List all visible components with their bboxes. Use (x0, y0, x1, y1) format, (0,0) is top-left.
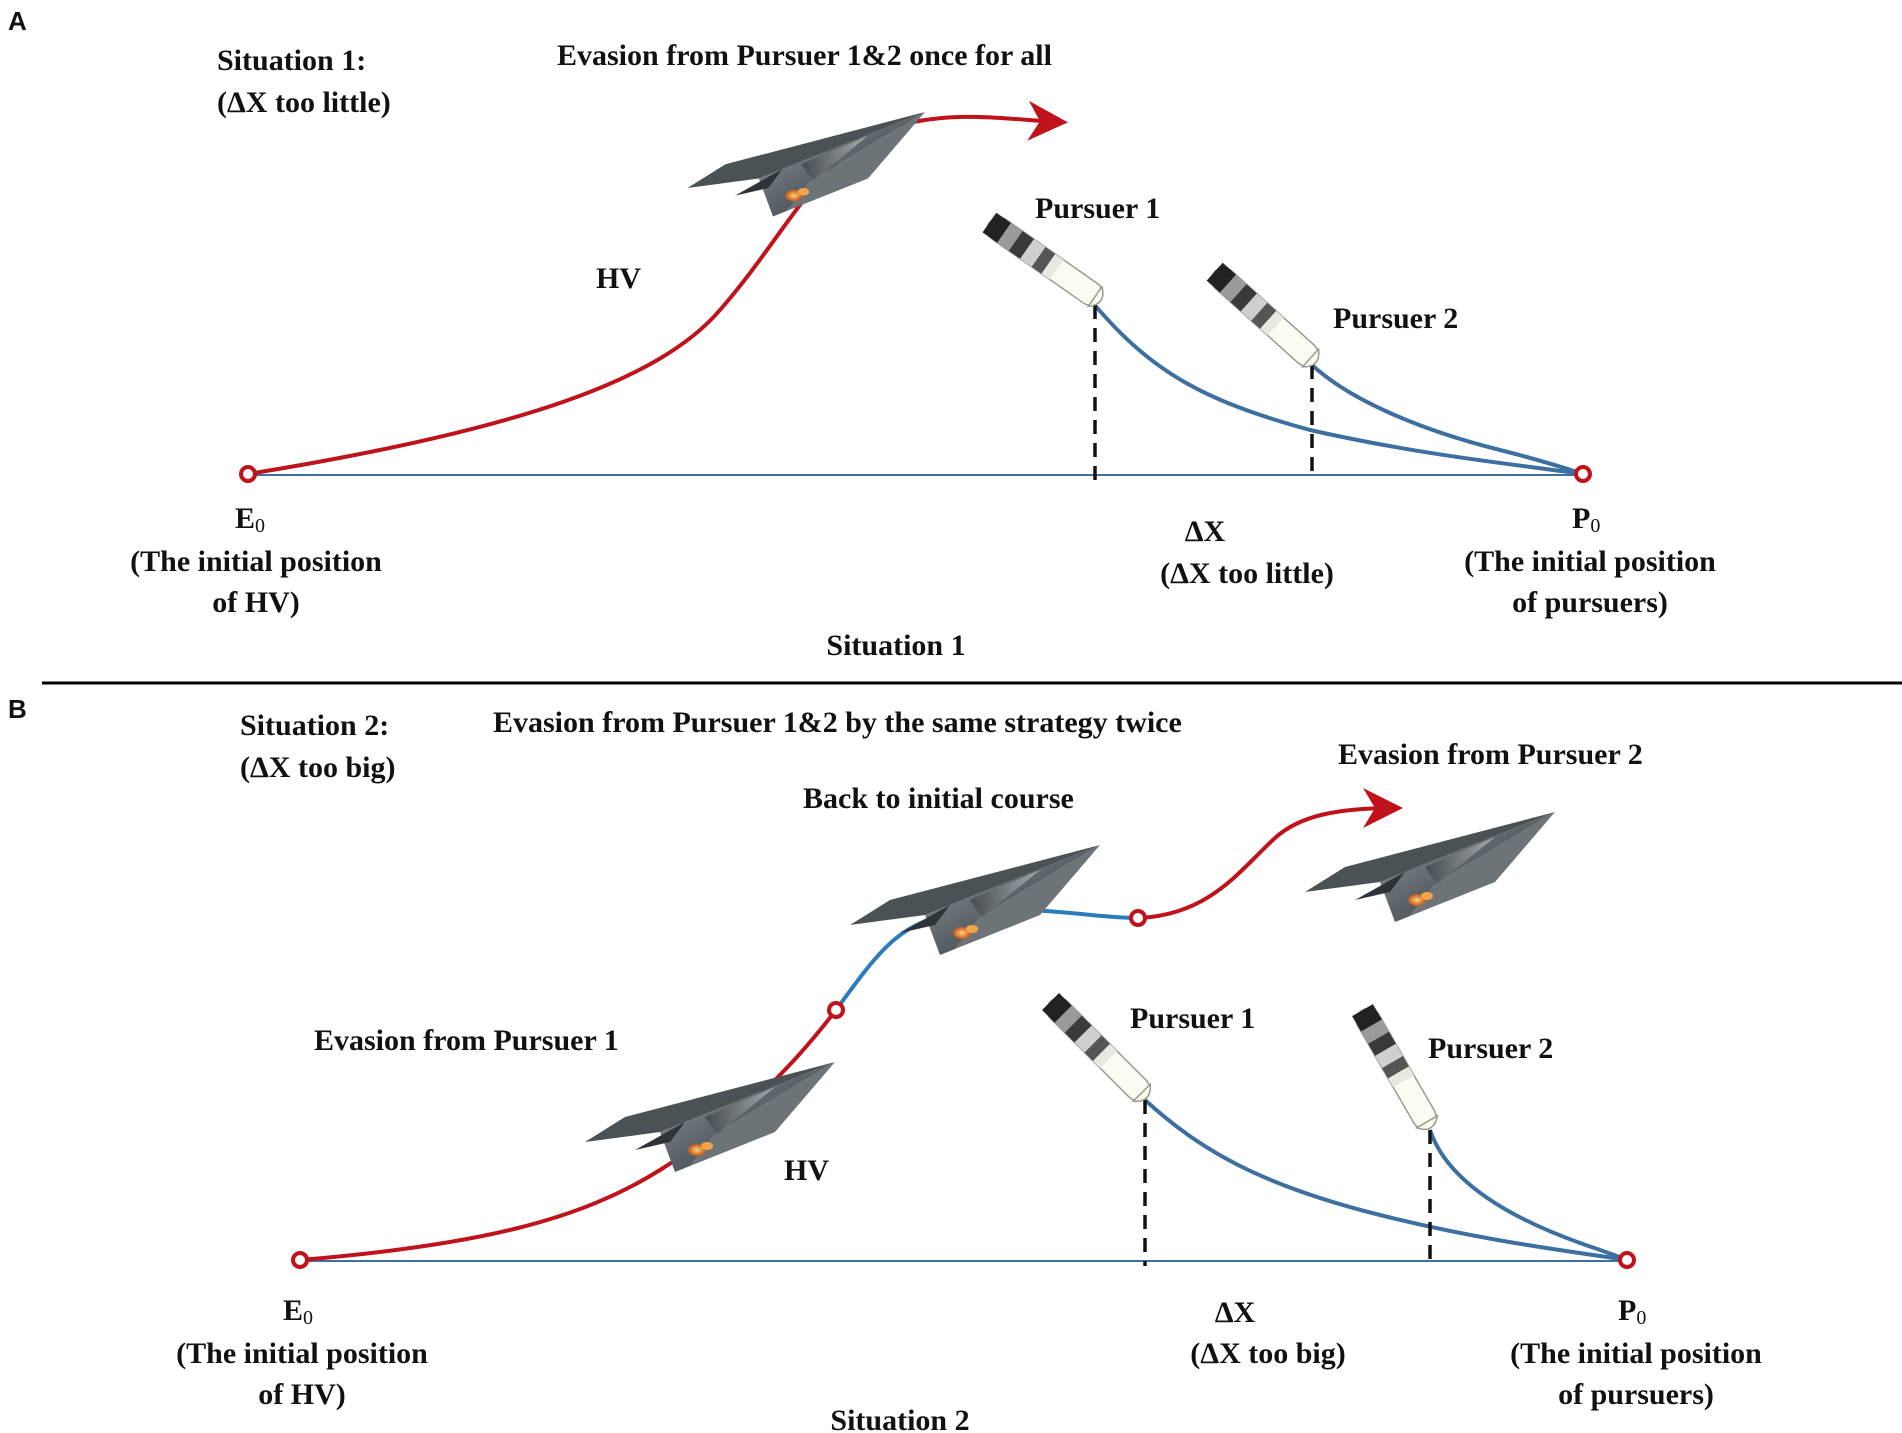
panel-b-dx-label: ΔX (1215, 1296, 1256, 1329)
panel-a-p0-desc-2: of pursuers) (1512, 586, 1668, 619)
panel-b-back-label: Back to initial course (803, 782, 1074, 815)
panel-a-p0-label: P0 (1572, 502, 1600, 537)
panel-b-p0-desc-1: (The initial position (1510, 1337, 1762, 1370)
panel-a-title: Evasion from Pursuer 1&2 once for all (557, 39, 1052, 72)
panel-a-situation-condition: (ΔX too little) (217, 86, 391, 119)
panel-a-hv-trajectory (247, 100, 1068, 476)
panel-a-caption: Situation 1 (826, 629, 965, 662)
panel-b-caption: Situation 2 (830, 1404, 969, 1433)
panel-b-evasion1-label: Evasion from Pursuer 1 (314, 1024, 619, 1057)
panel-b-letter: B (8, 694, 27, 724)
panel-a-p0-desc-1: (The initial position (1464, 545, 1716, 578)
panel-a-situation-heading: Situation 1: (217, 44, 366, 77)
panel-b-hv-label: HV (784, 1154, 829, 1187)
panel-b-evasion2-label: Evasion from Pursuer 2 (1338, 738, 1643, 771)
panel-a-pursuer2-label: Pursuer 2 (1333, 302, 1458, 335)
panel-a-dx-desc: (ΔX too little) (1160, 557, 1334, 590)
panel-b-hv-jet-icon-3 (1305, 812, 1555, 922)
panel-a-hv-label: HV (596, 262, 641, 295)
panel-b-title: Evasion from Pursuer 1&2 by the same str… (493, 706, 1182, 739)
panel-b-pursuer2-trajectory (1428, 1129, 1628, 1262)
panel-b-e0-desc-1: (The initial position (176, 1337, 428, 1370)
panel-a-pursuer2-trajectory (1310, 363, 1584, 476)
panel-a-pursuer2-missile-icon (1205, 261, 1325, 373)
panel-b-p0-marker (1618, 1251, 1636, 1269)
panel-a-e0-marker (239, 465, 257, 483)
panel-a-letter: A (8, 6, 27, 36)
panel-a-dx-label: ΔX (1185, 515, 1226, 548)
panel-a-pursuer1-label: Pursuer 1 (1035, 192, 1160, 225)
panel-b-pursuer2-missile-icon (1351, 1003, 1442, 1135)
panel-a-e0-label: E0 (235, 502, 265, 537)
panel-b-evasion1-trajectory (299, 1008, 838, 1262)
panel-b-pursuer1-label: Pursuer 1 (1130, 1002, 1255, 1035)
panel-b-hv-jet-icon-2 (850, 845, 1100, 955)
panel-a-p0-marker (1574, 465, 1592, 483)
panel-b-evasion2-trajectory (1137, 788, 1403, 920)
panel-b-e0-desc-2: of HV) (258, 1378, 345, 1411)
panel-b-situation-heading: Situation 2: (240, 709, 389, 742)
panel-b-switch-point-2 (1129, 909, 1147, 927)
panel-a-pursuer1-missile-icon (981, 211, 1109, 312)
panel-a-pursuer1-trajectory (1091, 301, 1584, 476)
panel-a-e0-desc-2: of HV) (212, 586, 299, 619)
panel-b-pursuer1-trajectory (1143, 1098, 1628, 1262)
panel-b-e0-label: E0 (283, 1294, 313, 1329)
panel-b-p0-desc-2: of pursuers) (1558, 1378, 1714, 1411)
panel-b-switch-point-1 (827, 1001, 845, 1019)
panel-a-hv-jet-icon (687, 112, 925, 217)
panel-b-p0-label: P0 (1618, 1294, 1646, 1329)
panel-b-e0-marker (291, 1251, 309, 1269)
panel-a-e0-desc-1: (The initial position (130, 545, 382, 578)
panel-b-dx-desc: (ΔX too big) (1190, 1337, 1345, 1370)
panel-b-situation-condition: (ΔX too big) (240, 751, 395, 784)
panel-b-pursuer2-label: Pursuer 2 (1428, 1032, 1553, 1065)
